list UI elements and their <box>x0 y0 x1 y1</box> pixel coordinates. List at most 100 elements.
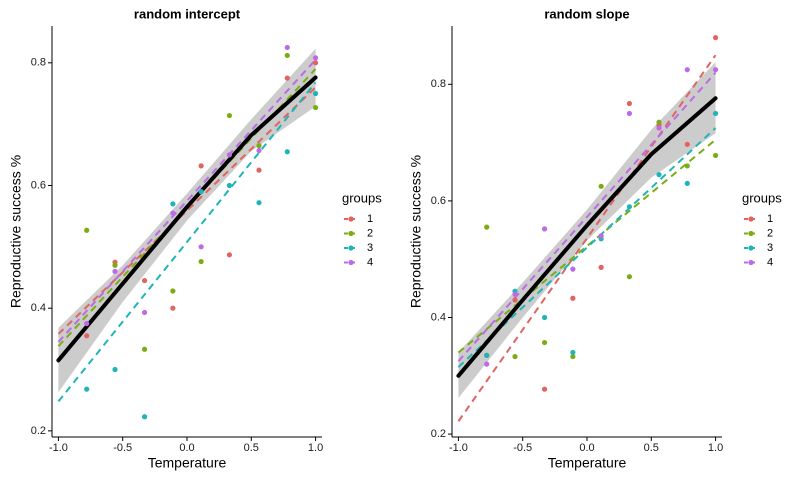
group-1-point-5 <box>598 264 604 270</box>
group-3-point-2 <box>112 366 118 373</box>
legend-key-point-3 <box>748 245 754 251</box>
y-tick-label: 0.4 <box>31 302 46 314</box>
group-3-fit-line <box>457 127 717 368</box>
x-tick-label: -1.0 <box>49 442 68 454</box>
x-tick-label: 0.0 <box>179 442 194 454</box>
x-tick-label: 1.0 <box>708 442 723 454</box>
x-tick-label: 1.0 <box>308 442 323 454</box>
y-tick-label: 0.2 <box>31 425 46 437</box>
panel-title: random slope <box>544 6 629 21</box>
group-3-point-6 <box>226 182 233 189</box>
legend-key-point-1 <box>348 216 354 222</box>
group-3-point-1 <box>84 386 90 392</box>
group-4-point-9 <box>312 55 319 61</box>
group-1-point-2 <box>512 297 518 303</box>
group-2-point-8 <box>684 163 690 169</box>
group-1-point-5 <box>198 163 204 169</box>
group-2-fit-line <box>457 138 717 354</box>
group-3-point-8 <box>284 149 290 155</box>
group-3-point-6 <box>626 204 633 210</box>
group-4-point-5 <box>598 233 604 239</box>
group-4-point-2 <box>112 268 118 274</box>
panel-2: random slope -1.0 -0.5 0.0 0.5 1.0 0.2 0.4 0.6 0.… <box>408 6 783 470</box>
group-2-point-5 <box>598 183 604 189</box>
group-3-point-5 <box>198 189 204 195</box>
panel-title: random intercept <box>134 6 241 21</box>
group-3-point-3 <box>141 414 148 420</box>
group-1-point-4 <box>170 305 176 311</box>
legend: groups 1 2 3 4 <box>742 190 782 268</box>
group-4-point-5 <box>198 244 204 250</box>
legend-key-point-2 <box>348 230 354 237</box>
group-3-point-9 <box>312 90 319 97</box>
group-4-point-9 <box>712 67 719 73</box>
x-axis-label: Temperature <box>148 455 227 471</box>
legend-label-1: 1 <box>367 213 373 225</box>
legend-title: groups <box>742 190 782 205</box>
legend-label-2: 2 <box>767 227 773 239</box>
group-3-point-4 <box>570 349 576 356</box>
legend-key-point-1 <box>748 216 754 222</box>
legend: groups 1 2 3 4 <box>342 190 382 268</box>
group-1-point-9 <box>312 60 319 66</box>
legend-label-3: 3 <box>367 242 373 254</box>
group-1-point-6 <box>226 252 233 258</box>
group-1-point-9 <box>712 35 719 41</box>
group-4-fit-line <box>57 59 317 343</box>
group-3-point-9 <box>712 110 719 117</box>
x-tick-label: 0.5 <box>244 442 259 454</box>
y-tick-label: 0.4 <box>431 311 446 323</box>
group-4-point-6 <box>626 110 633 117</box>
group-4-point-8 <box>284 44 290 51</box>
y-tick-label: 0.6 <box>31 179 46 191</box>
group-2-point-3 <box>141 346 148 352</box>
legend-key-point-4 <box>348 259 354 266</box>
x-tick-label: -1.0 <box>449 442 468 454</box>
y-axis-label: Reproductive success % <box>408 155 424 308</box>
y-tick-label: 0.2 <box>431 428 446 440</box>
group-4-point-1 <box>84 320 90 327</box>
group-1-point-1 <box>84 333 90 339</box>
overall-fit-line <box>456 96 718 378</box>
group-3-point-4 <box>170 201 176 207</box>
group-3-point-7 <box>656 172 662 178</box>
group-2-point-2 <box>512 353 518 360</box>
group-4-point-3 <box>541 226 548 232</box>
y-axis-label: Reproductive success % <box>8 155 24 308</box>
y-tick-label: 0.8 <box>31 57 46 69</box>
group-4-point-1 <box>484 361 490 367</box>
legend-label-2: 2 <box>367 227 373 239</box>
group-3-point-8 <box>684 180 690 187</box>
group-2-point-2 <box>112 262 118 268</box>
group-4-point-6 <box>226 152 233 158</box>
legend-key-point-2 <box>748 230 754 237</box>
group-2-point-6 <box>626 274 633 280</box>
group-3-point-3 <box>541 314 548 321</box>
group-4-point-7 <box>656 125 662 131</box>
group-1-point-8 <box>684 141 690 147</box>
group-4-point-4 <box>570 266 576 272</box>
group-4-point-7 <box>256 147 262 154</box>
group-4-point-4 <box>170 210 176 216</box>
y-tick-label: 0.8 <box>431 78 446 90</box>
legend-label-4: 4 <box>767 256 773 268</box>
group-2-point-7 <box>656 119 662 125</box>
group-1-point-8 <box>284 75 290 81</box>
x-tick-label: 0.5 <box>644 442 659 454</box>
confidence-band <box>458 62 716 398</box>
y-tick-label: 0.6 <box>431 195 446 207</box>
legend-key-point-3 <box>348 245 354 251</box>
group-2-point-8 <box>284 52 290 59</box>
x-axis-label: Temperature <box>548 455 627 471</box>
group-2-point-9 <box>712 152 719 159</box>
legend-label-3: 3 <box>767 242 773 254</box>
group-1-point-7 <box>256 167 262 173</box>
group-3-point-7 <box>256 200 262 206</box>
group-2-point-4 <box>170 288 176 294</box>
group-2-point-7 <box>256 143 262 149</box>
group-4-fit-line <box>457 71 717 362</box>
group-1-point-6 <box>626 100 633 107</box>
confidence-band <box>58 48 316 393</box>
